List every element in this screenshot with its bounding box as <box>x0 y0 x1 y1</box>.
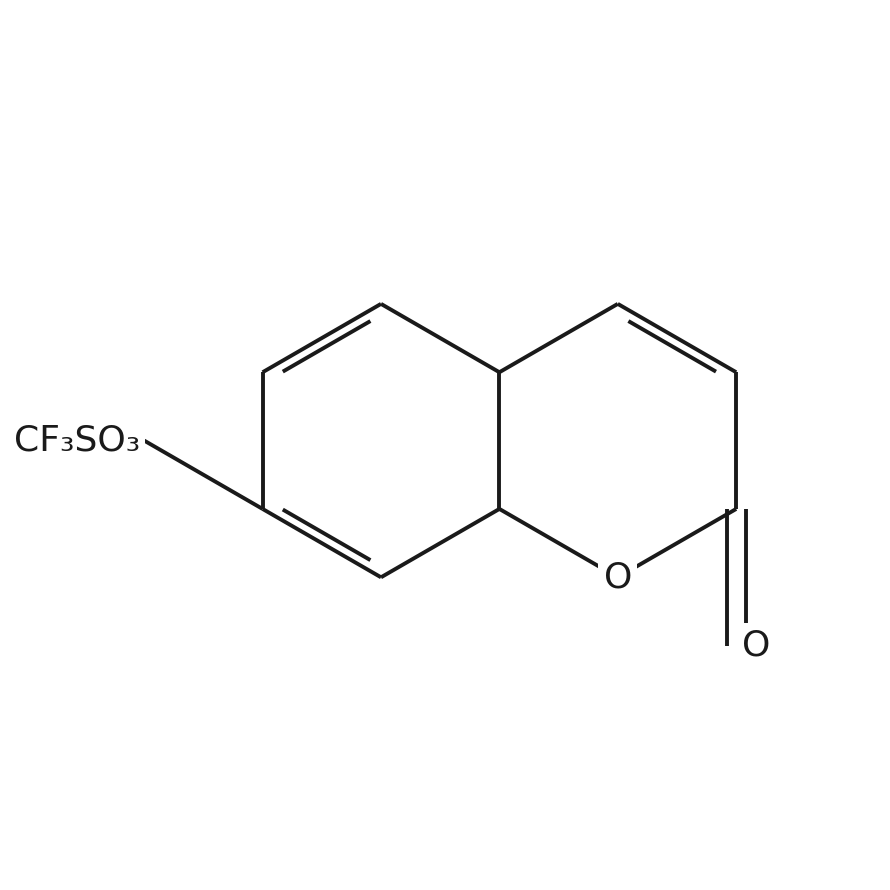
Text: O: O <box>603 561 632 595</box>
Text: CF₃SO₃: CF₃SO₃ <box>13 424 140 457</box>
Text: O: O <box>742 628 771 663</box>
